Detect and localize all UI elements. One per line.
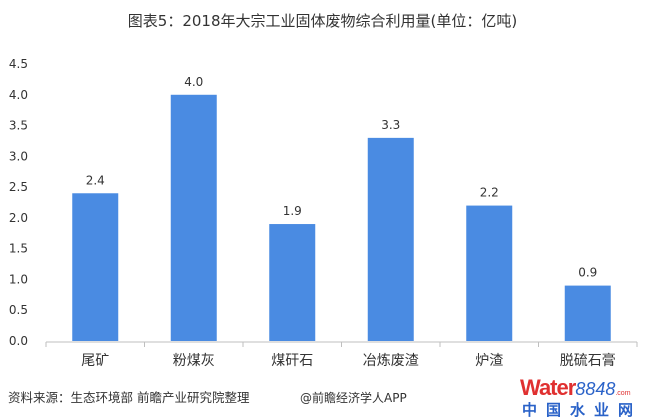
y-tick-label: 3.0 — [9, 149, 28, 163]
y-tick-label: 3.5 — [9, 119, 28, 133]
watermark-chinese: 中国水业网 — [522, 401, 643, 419]
watermark-brand: Water — [520, 375, 576, 400]
x-tick-label: 粉煤灰 — [173, 353, 215, 369]
source-note: 资料来源：生态环境部 前瞻产业研究院整理 — [8, 390, 250, 405]
data-label: 3.3 — [381, 118, 400, 132]
watermark-domain: .com — [615, 390, 631, 397]
bar — [72, 193, 119, 341]
y-tick-label: 2.0 — [9, 211, 28, 225]
chart-title: 图表5：2018年大宗工业固体废物综合利用量(单位：亿吨) — [127, 12, 518, 30]
bar — [466, 205, 513, 341]
y-tick-label: 0.5 — [9, 303, 28, 317]
bar — [170, 94, 217, 342]
credit-text: @前瞻经济学人APP — [300, 391, 407, 405]
x-tick-label: 尾矿 — [81, 353, 109, 369]
data-label: 1.9 — [283, 204, 302, 218]
bar — [564, 285, 611, 341]
y-tick-label: 0.0 — [9, 334, 28, 348]
y-tick-label: 4.5 — [9, 57, 28, 71]
watermark-logo: Water8848.com — [520, 375, 631, 400]
bar — [269, 224, 316, 341]
data-label: 4.0 — [184, 75, 203, 89]
data-label: 2.4 — [86, 173, 105, 187]
data-label: 2.2 — [480, 186, 499, 200]
y-tick-label: 1.5 — [9, 242, 28, 256]
y-tick-label: 1.0 — [9, 272, 28, 286]
y-tick-label: 2.5 — [9, 180, 28, 194]
bar — [367, 137, 414, 341]
y-tick-label: 4.0 — [9, 88, 28, 102]
x-tick-label: 炉渣 — [475, 353, 503, 369]
watermark-number: 8848 — [575, 379, 616, 399]
x-tick-label: 冶炼废渣 — [363, 353, 419, 369]
data-label: 0.9 — [578, 266, 597, 280]
x-tick-label: 煤矸石 — [271, 353, 313, 369]
x-tick-label: 脱硫石膏 — [560, 352, 616, 369]
